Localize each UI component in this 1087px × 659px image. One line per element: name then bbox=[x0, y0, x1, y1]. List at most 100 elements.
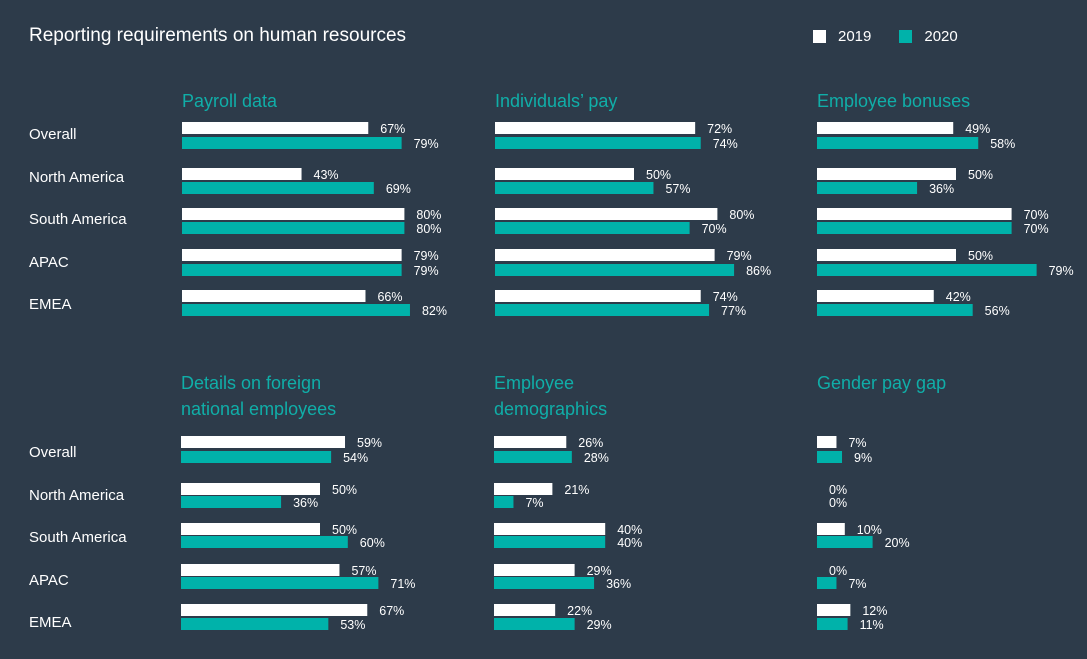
bar-2019 bbox=[494, 604, 556, 616]
legend-item-2019: 2019 bbox=[813, 28, 871, 45]
bar-2020 bbox=[817, 222, 1012, 234]
bar-2020 bbox=[817, 451, 843, 463]
bar-2020 bbox=[495, 264, 735, 276]
bar-2019 bbox=[181, 564, 340, 576]
bar-2019 bbox=[494, 483, 553, 495]
bar-2019 bbox=[495, 208, 718, 220]
value-label-2019: 22% bbox=[567, 604, 592, 618]
panel-title: national employees bbox=[181, 399, 336, 419]
value-label-2019: 66% bbox=[377, 290, 402, 304]
bar-2019 bbox=[181, 523, 320, 535]
bar-2019 bbox=[181, 436, 346, 448]
legend-label-2019: 2019 bbox=[838, 28, 872, 45]
value-label-2019: 10% bbox=[857, 523, 882, 537]
bar-2019 bbox=[817, 122, 954, 134]
value-label-2019: 0% bbox=[829, 483, 847, 497]
panel-title: Employee bonuses bbox=[817, 91, 970, 111]
legend-swatch-2020 bbox=[899, 30, 913, 43]
value-label-2019: 67% bbox=[380, 122, 405, 136]
bar-2020 bbox=[494, 536, 606, 548]
chart-title: Reporting requirements on human resource… bbox=[29, 25, 407, 46]
bar-2019 bbox=[495, 168, 634, 180]
bar-2020 bbox=[495, 222, 690, 234]
bar-2020 bbox=[495, 304, 710, 316]
value-label-2019: 42% bbox=[946, 290, 971, 304]
row-label-emea: EMEA bbox=[29, 296, 72, 313]
value-label-2019: 57% bbox=[351, 564, 376, 578]
value-label-2019: 26% bbox=[578, 436, 603, 450]
bar-2019 bbox=[494, 564, 575, 576]
legend: 2019 2020 bbox=[813, 28, 986, 45]
value-label-2019: 43% bbox=[314, 168, 339, 182]
row-label-overall: Overall bbox=[29, 126, 77, 143]
value-label-2019: 67% bbox=[379, 604, 404, 618]
value-label-2020: 57% bbox=[665, 182, 690, 196]
value-label-2020: 9% bbox=[854, 451, 872, 465]
value-label-2020: 71% bbox=[390, 577, 415, 591]
bar-2019 bbox=[182, 249, 402, 261]
panel-title: Payroll data bbox=[182, 91, 278, 111]
bar-2020 bbox=[495, 137, 701, 149]
value-label-2019: 12% bbox=[862, 604, 887, 618]
value-label-2019: 49% bbox=[965, 122, 990, 136]
value-label-2019: 7% bbox=[848, 436, 866, 450]
row-label-south-america: South America bbox=[29, 529, 127, 546]
value-label-2020: 36% bbox=[606, 577, 631, 591]
legend-item-2020: 2020 bbox=[899, 28, 958, 45]
row-label-apac: APAC bbox=[29, 254, 69, 271]
bar-2020 bbox=[494, 618, 575, 630]
value-label-2019: 40% bbox=[617, 523, 642, 537]
bar-2019 bbox=[182, 290, 366, 302]
value-label-2019: 50% bbox=[646, 168, 671, 182]
value-label-2020: 74% bbox=[713, 137, 738, 151]
value-label-2019: 50% bbox=[968, 249, 993, 263]
value-label-2020: 20% bbox=[885, 536, 910, 550]
bar-2020 bbox=[181, 496, 282, 508]
bar-2020 bbox=[494, 577, 595, 589]
bar-2020 bbox=[181, 451, 332, 463]
bar-2020 bbox=[181, 618, 329, 630]
row-label-north-america: North America bbox=[29, 487, 125, 504]
value-label-2019: 79% bbox=[414, 249, 439, 263]
bar-2019 bbox=[817, 604, 851, 616]
value-label-2020: 29% bbox=[587, 618, 612, 632]
value-label-2020: 79% bbox=[1049, 264, 1074, 278]
legend-swatch-2019 bbox=[813, 30, 826, 43]
value-label-2019: 21% bbox=[564, 483, 589, 497]
value-label-2020: 7% bbox=[525, 496, 543, 510]
value-label-2019: 50% bbox=[968, 168, 993, 182]
bar-2020 bbox=[817, 536, 873, 548]
bar-2020 bbox=[182, 264, 402, 276]
bar-2019 bbox=[181, 483, 320, 495]
value-label-2020: 60% bbox=[360, 536, 385, 550]
bar-2020 bbox=[181, 536, 348, 548]
bar-2020 bbox=[817, 182, 918, 194]
value-label-2020: 86% bbox=[746, 264, 771, 278]
value-label-2020: 54% bbox=[343, 451, 368, 465]
value-label-2020: 80% bbox=[416, 222, 441, 236]
value-label-2020: 0% bbox=[829, 496, 847, 510]
value-label-2020: 53% bbox=[340, 618, 365, 632]
value-label-2020: 36% bbox=[929, 182, 954, 196]
value-label-2020: 40% bbox=[617, 536, 642, 550]
bar-2019 bbox=[817, 523, 845, 535]
bar-2020 bbox=[495, 182, 654, 194]
value-label-2019: 80% bbox=[729, 208, 754, 222]
bar-2019 bbox=[495, 249, 715, 261]
value-label-2020: 28% bbox=[584, 451, 609, 465]
bar-2019 bbox=[181, 604, 368, 616]
value-label-2020: 58% bbox=[990, 137, 1015, 151]
row-label-apac: APAC bbox=[29, 572, 69, 589]
bar-2019 bbox=[817, 290, 934, 302]
value-label-2019: 0% bbox=[829, 564, 847, 578]
value-label-2020: 70% bbox=[1024, 222, 1049, 236]
value-label-2019: 80% bbox=[416, 208, 441, 222]
bar-2020 bbox=[817, 264, 1037, 276]
bar-2020 bbox=[494, 496, 514, 508]
value-label-2019: 59% bbox=[357, 436, 382, 450]
bar-2019 bbox=[817, 168, 956, 180]
bar-2019 bbox=[817, 249, 956, 261]
bar-2019 bbox=[494, 523, 606, 535]
value-label-2020: 11% bbox=[860, 618, 884, 632]
row-label-north-america: North America bbox=[29, 169, 125, 186]
